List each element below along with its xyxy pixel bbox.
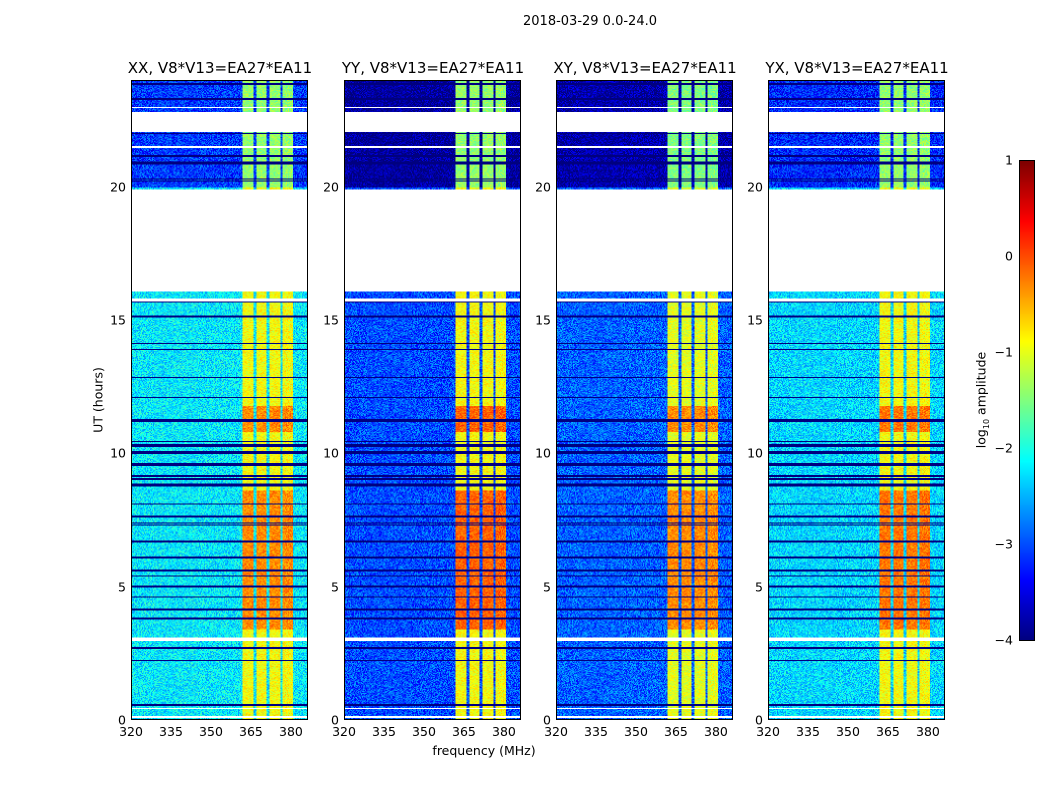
x-tick-label: 350	[624, 724, 648, 739]
colorbar-tick-label: 0	[1005, 248, 1013, 264]
panel-title-yy: YY, V8*V13=EA27*EA11	[341, 59, 525, 77]
x-tick-label: 320	[332, 724, 356, 739]
x-tick-label: 350	[836, 724, 860, 739]
x-tick-label: 335	[796, 724, 820, 739]
figure-title: 2018-03-29 0.0-24.0	[523, 14, 657, 29]
y-tick-label: 15	[110, 312, 126, 328]
x-tick-label: 365	[664, 724, 688, 739]
heatmap-panel-yx	[768, 80, 945, 720]
y-tick-label: 0	[543, 712, 551, 728]
panel-title-yx: YX, V8*V13=EA27*EA11	[765, 59, 949, 77]
colorbar-tick-label: 1	[1005, 152, 1013, 168]
colorbar-tick-label: −3	[994, 536, 1013, 552]
x-tick-label: 380	[916, 724, 940, 739]
y-tick-label: 15	[747, 312, 763, 328]
x-tick-label: 350	[199, 724, 223, 739]
x-tick-label: 335	[584, 724, 608, 739]
y-tick-label: 10	[323, 445, 339, 461]
y-tick-label: 5	[543, 579, 551, 595]
y-tick-label: 10	[110, 445, 126, 461]
colorbar	[1019, 160, 1035, 641]
x-tick-label: 350	[412, 724, 436, 739]
y-tick-label: 0	[331, 712, 339, 728]
y-tick-label: 15	[323, 312, 339, 328]
y-axis-label: UT (hours)	[90, 367, 106, 433]
colorbar-tick-label: −2	[994, 440, 1013, 456]
y-tick-label: 0	[755, 712, 763, 728]
x-tick-label: 335	[159, 724, 183, 739]
x-tick-label: 365	[239, 724, 263, 739]
x-tick-label: 335	[372, 724, 396, 739]
x-tick-label: 320	[544, 724, 568, 739]
x-tick-label: 320	[119, 724, 143, 739]
heatmap-panel-xx	[131, 80, 308, 720]
x-tick-label: 365	[452, 724, 476, 739]
y-tick-label: 10	[535, 445, 551, 461]
x-axis-label: frequency (MHz)	[432, 743, 536, 758]
y-tick-label: 20	[110, 179, 126, 195]
y-tick-label: 5	[118, 579, 126, 595]
y-tick-label: 15	[535, 312, 551, 328]
y-tick-label: 20	[535, 179, 551, 195]
y-tick-label: 5	[755, 579, 763, 595]
x-tick-label: 365	[876, 724, 900, 739]
x-tick-label: 380	[279, 724, 303, 739]
panel-title-xx: XX, V8*V13=EA27*EA11	[127, 59, 313, 77]
y-tick-label: 5	[331, 579, 339, 595]
y-tick-label: 20	[323, 179, 339, 195]
colorbar-label: log10 amplitude	[973, 351, 991, 449]
x-tick-label: 320	[756, 724, 780, 739]
y-tick-label: 0	[118, 712, 126, 728]
x-tick-label: 380	[492, 724, 516, 739]
heatmap-panel-xy	[556, 80, 733, 720]
x-tick-label: 380	[704, 724, 728, 739]
panel-title-xy: XY, V8*V13=EA27*EA11	[553, 59, 737, 77]
colorbar-tick-label: −1	[994, 344, 1013, 360]
colorbar-tick-label: −4	[994, 632, 1013, 648]
heatmap-panel-yy	[344, 80, 521, 720]
y-tick-label: 10	[747, 445, 763, 461]
y-tick-label: 20	[747, 179, 763, 195]
